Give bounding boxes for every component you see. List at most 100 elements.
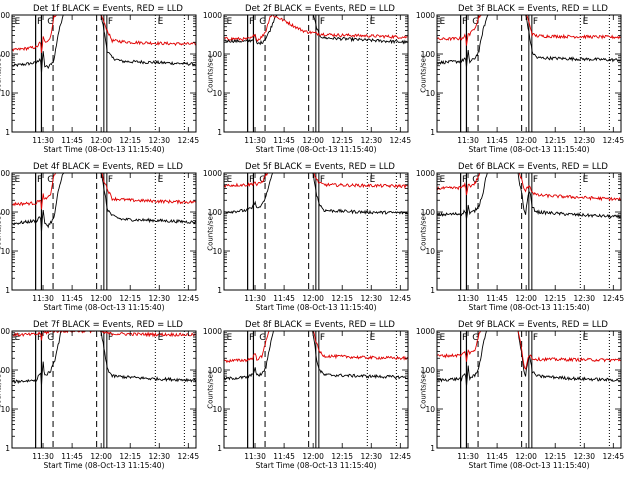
x-tick-label: 12:15 (119, 452, 141, 461)
x-tick-label: 12:30 (360, 294, 382, 303)
x-tick-label: 12:30 (573, 294, 595, 303)
plot-frame (11, 14, 197, 133)
x-tick-label: 12:30 (360, 452, 382, 461)
y-tick-label: 10 (212, 89, 222, 98)
phase-marker-label: F (108, 333, 113, 343)
y-tick-label: 1000 (416, 11, 435, 20)
y-tick-label: 100 (421, 208, 436, 217)
phase-marker-label: F (249, 17, 254, 27)
x-tick-label: 11:45 (273, 294, 295, 303)
x-tick-label: 12:45 (389, 294, 411, 303)
lld-rate-line (437, 331, 621, 370)
phase-marker-label: F (462, 333, 467, 343)
phase-marker-label: G (47, 17, 54, 27)
phase-marker-label: E (440, 175, 446, 185)
x-tick-label: 12:30 (148, 136, 170, 145)
y-tick-label: 1000 (416, 169, 435, 178)
x-axis-label: Start Time (08-Oct-13 11:15:40) (43, 303, 164, 312)
x-tick-label: 11:30 (457, 294, 479, 303)
phase-marker-label: E (583, 17, 589, 27)
x-tick-label: 11:45 (486, 452, 508, 461)
y-tick-label: 100 (0, 208, 10, 217)
x-tick-label: 12:15 (544, 136, 566, 145)
phase-marker-label: E (158, 17, 164, 27)
x-tick-label: 12:45 (602, 294, 624, 303)
y-axis-label: Counts/sec (207, 54, 215, 93)
panel-title: Det 3f BLACK = Events, RED = LLD (458, 4, 608, 14)
phase-marker-label: E (227, 17, 233, 27)
panel-title: Det 6f BLACK = Events, RED = LLD (458, 162, 608, 172)
x-tick-label: 11:30 (457, 136, 479, 145)
y-tick-label: 100 (0, 50, 10, 59)
x-tick-label: 12:00 (515, 294, 537, 303)
phase-marker-label: F (320, 17, 325, 27)
phase-marker-label: F (462, 17, 467, 27)
y-tick-label: 10 (425, 247, 435, 256)
events-rate-line (12, 331, 196, 386)
phase-marker-label: E (370, 333, 376, 343)
plot-frame (436, 14, 622, 133)
x-tick-label: 12:15 (544, 294, 566, 303)
phase-marker-label: G (259, 333, 266, 343)
x-tick-label: 11:30 (244, 294, 266, 303)
phase-marker-label: F (37, 17, 42, 27)
phase-marker-label: G (472, 333, 479, 343)
y-axis-label: Counts/sec (207, 212, 215, 251)
y-axis-label: Counts/sec (0, 212, 3, 251)
phase-marker-label: F (533, 175, 538, 185)
y-tick-label: 1 (430, 444, 435, 453)
plot-frame (436, 172, 622, 291)
plot-frame (436, 330, 622, 449)
events-rate-line (437, 15, 621, 68)
phase-marker-label: G (47, 333, 54, 343)
x-tick-label: 12:45 (389, 452, 411, 461)
phase-marker-label: F (533, 17, 538, 27)
x-tick-label: 12:45 (177, 452, 199, 461)
y-tick-label: 1000 (203, 327, 222, 336)
x-axis-label: Start Time (08-Oct-13 11:15:40) (468, 303, 589, 312)
y-tick-label: 10 (212, 247, 222, 256)
x-tick-label: 11:45 (61, 136, 83, 145)
phase-marker-label: E (370, 175, 376, 185)
x-tick-label: 12:15 (331, 452, 353, 461)
panel-title: Det 2f BLACK = Events, RED = LLD (245, 4, 395, 14)
phase-marker-label: F (249, 175, 254, 185)
x-tick-label: 12:00 (90, 452, 112, 461)
x-tick-label: 11:45 (486, 294, 508, 303)
phase-marker-label: E (440, 333, 446, 343)
panel-title: Det 8f BLACK = Events, RED = LLD (245, 320, 395, 330)
x-tick-label: 12:15 (544, 452, 566, 461)
x-tick-label: 11:30 (244, 452, 266, 461)
x-tick-label: 12:00 (90, 136, 112, 145)
y-tick-label: 1 (217, 286, 222, 295)
phase-marker-label: G (472, 175, 479, 185)
x-tick-label: 12:30 (360, 136, 382, 145)
events-rate-line (224, 331, 408, 381)
x-axis-label: Start Time (08-Oct-13 11:15:40) (255, 145, 376, 154)
y-tick-label: 100 (421, 50, 436, 59)
x-tick-label: 12:30 (573, 136, 595, 145)
y-tick-label: 10 (425, 405, 435, 414)
panel-title: Det 7f BLACK = Events, RED = LLD (33, 320, 183, 330)
x-tick-label: 12:15 (119, 294, 141, 303)
x-tick-label: 12:30 (573, 452, 595, 461)
phase-marker-label: E (227, 175, 233, 185)
x-tick-label: 11:30 (32, 294, 54, 303)
y-axis-label: Counts/sec (0, 54, 3, 93)
x-tick-label: 11:30 (32, 452, 54, 461)
x-axis-label: Start Time (08-Oct-13 11:15:40) (468, 461, 589, 470)
x-tick-label: 12:00 (515, 136, 537, 145)
x-tick-label: 12:30 (148, 452, 170, 461)
phase-marker-label: F (462, 175, 467, 185)
events-rate-line (437, 173, 621, 220)
y-tick-label: 1000 (0, 11, 10, 20)
x-axis-label: Start Time (08-Oct-13 11:15:40) (468, 145, 589, 154)
y-tick-label: 10 (212, 405, 222, 414)
lld-rate-line (437, 15, 621, 46)
